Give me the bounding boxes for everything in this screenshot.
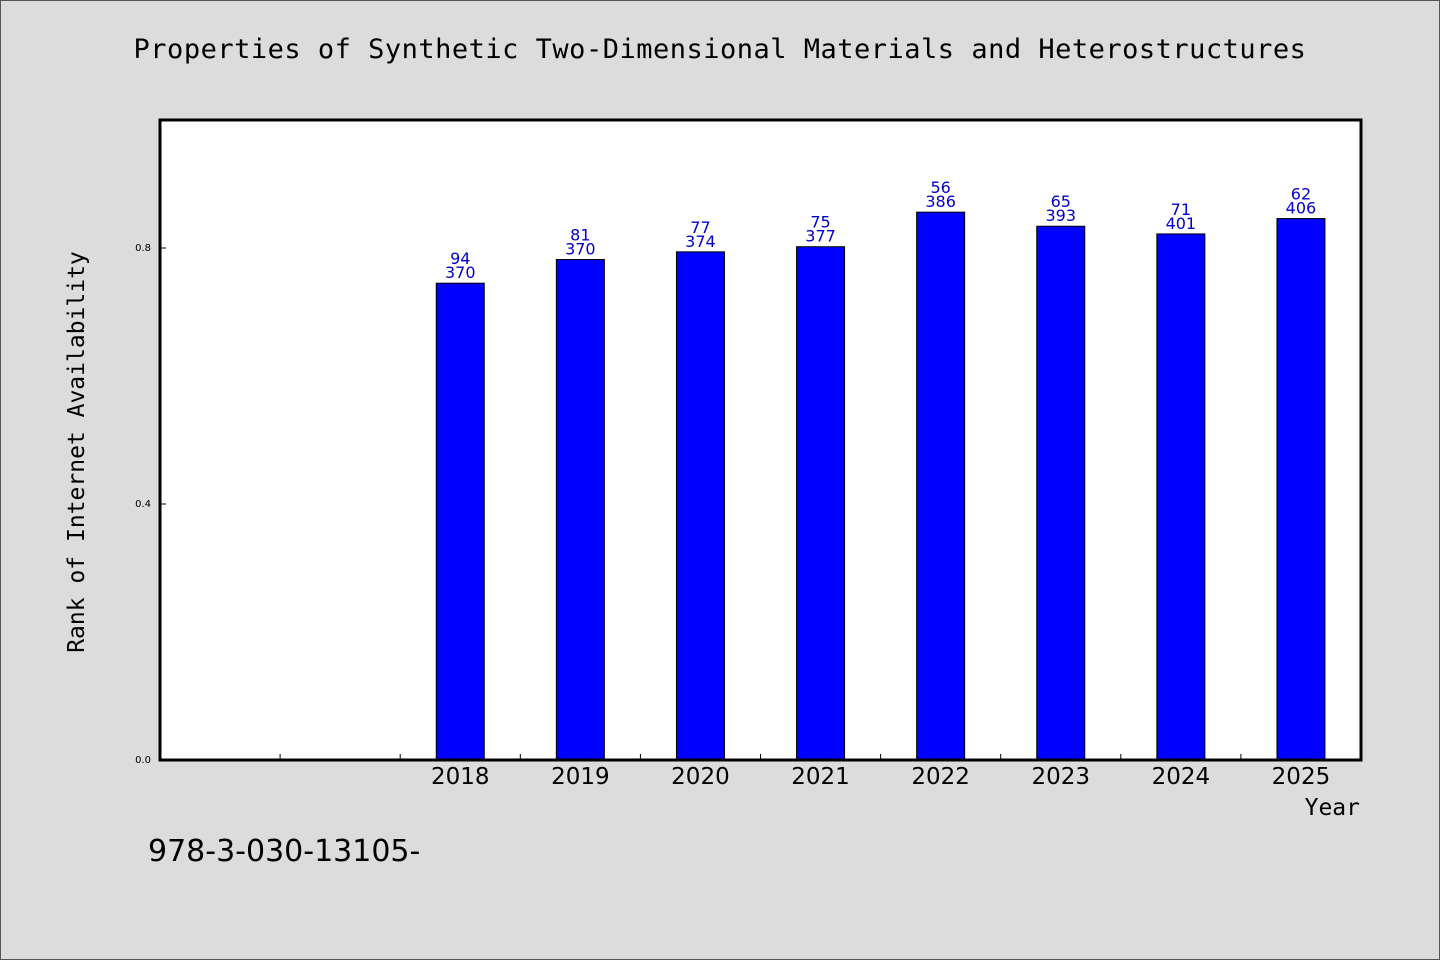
bar bbox=[796, 246, 846, 761]
data-label: 377 bbox=[805, 227, 836, 246]
x-tick-label: 2020 bbox=[671, 764, 730, 790]
data-label: 370 bbox=[445, 263, 476, 282]
data-label: 81 bbox=[570, 226, 590, 245]
x-tick-label: 2024 bbox=[1152, 764, 1211, 790]
data-label: 56 bbox=[930, 178, 950, 197]
bar bbox=[435, 282, 485, 761]
data-label: 370 bbox=[565, 240, 596, 259]
x-tick-label: 2018 bbox=[431, 764, 490, 790]
plot-border bbox=[158, 118, 1363, 762]
x-tick-label: 2025 bbox=[1272, 764, 1331, 790]
data-label: 401 bbox=[1166, 214, 1197, 233]
footnote-isbn: 978-3-030-13105- bbox=[148, 834, 421, 869]
y-tick-label: 0.0 bbox=[135, 755, 151, 766]
x-axis-label: Year bbox=[1304, 795, 1360, 821]
x-tick-label: 2021 bbox=[791, 764, 850, 790]
x-tick-label: 2022 bbox=[911, 764, 970, 790]
data-label: 62 bbox=[1291, 185, 1311, 204]
data-label: 77 bbox=[690, 218, 710, 237]
data-label: 393 bbox=[1045, 206, 1076, 225]
bar bbox=[1036, 225, 1086, 761]
bar bbox=[1156, 233, 1206, 761]
data-label: 386 bbox=[925, 192, 956, 211]
bar bbox=[555, 259, 605, 761]
bar bbox=[675, 251, 725, 761]
data-label: 374 bbox=[685, 232, 716, 251]
y-tick-label: 0.8 bbox=[135, 243, 151, 254]
bar bbox=[1276, 218, 1326, 761]
data-label: 94 bbox=[450, 249, 470, 268]
bar bbox=[916, 211, 966, 761]
data-label: 65 bbox=[1051, 192, 1071, 211]
data-label: 406 bbox=[1286, 199, 1317, 218]
chart-title: Properties of Synthetic Two-Dimensional … bbox=[133, 34, 1307, 65]
data-label: 71 bbox=[1171, 200, 1191, 219]
x-tick-label: 2019 bbox=[551, 764, 610, 790]
x-tick-label: 2023 bbox=[1031, 764, 1090, 790]
y-tick-label: 0.4 bbox=[135, 499, 151, 510]
data-label: 75 bbox=[810, 213, 830, 232]
